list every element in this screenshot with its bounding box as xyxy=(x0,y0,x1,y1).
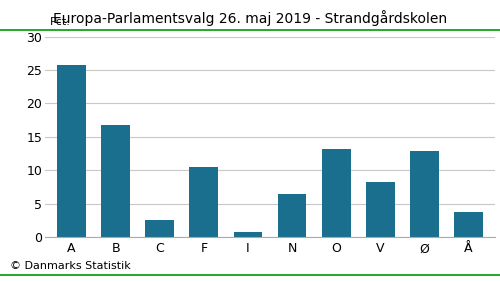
Text: © Danmarks Statistik: © Danmarks Statistik xyxy=(10,261,131,271)
Bar xyxy=(410,151,439,237)
Bar xyxy=(190,167,218,237)
Bar xyxy=(454,212,483,237)
Bar xyxy=(366,182,394,237)
Bar xyxy=(234,232,262,237)
Bar xyxy=(101,125,130,237)
Bar xyxy=(57,65,86,237)
Bar xyxy=(278,194,306,237)
Text: Europa-Parlamentsvalg 26. maj 2019 - Strandgårdskolen: Europa-Parlamentsvalg 26. maj 2019 - Str… xyxy=(53,10,447,26)
Bar xyxy=(322,149,350,237)
Bar xyxy=(146,220,174,237)
Text: Pct.: Pct. xyxy=(50,17,70,27)
